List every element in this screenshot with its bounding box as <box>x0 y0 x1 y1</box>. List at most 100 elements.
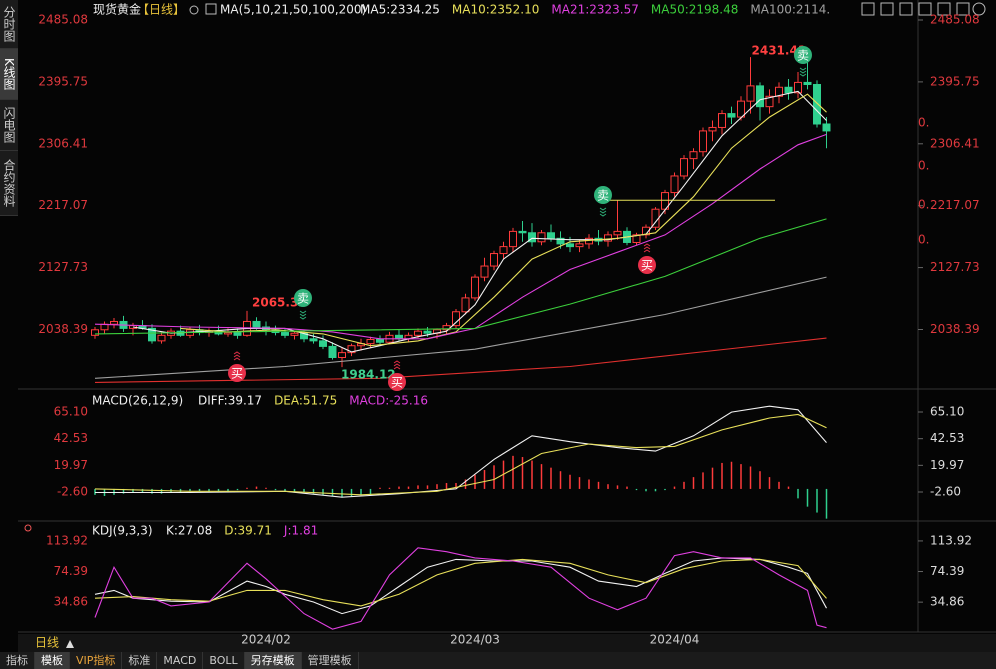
candle-body <box>547 232 555 239</box>
icon[interactable] <box>189 5 199 15</box>
icon[interactable] <box>66 640 74 648</box>
candle-body <box>803 81 812 85</box>
bottom-tab[interactable]: 另存模板 <box>244 652 302 669</box>
candle-body <box>822 123 831 132</box>
signal-label: 卖 <box>797 49 809 63</box>
signal-label: 买 <box>641 259 653 273</box>
icon[interactable] <box>956 2 970 16</box>
bottom-tab[interactable]: BOLL <box>203 652 245 669</box>
y-tick-label: -2.60 <box>57 484 88 498</box>
legend-entry: MA10:2352.10 <box>452 3 540 17</box>
signal-arrow <box>599 213 607 217</box>
legend-entry: MA100:2114. <box>750 3 830 17</box>
y-tick-label: 113.92 <box>930 533 972 547</box>
candle-body <box>746 85 755 102</box>
price-label: 2431.41 <box>752 44 807 58</box>
legend-entry: J:1.81 <box>283 524 318 538</box>
signal-arrow <box>643 249 651 253</box>
candle-body <box>490 253 498 267</box>
icon[interactable] <box>880 2 894 16</box>
line <box>94 557 827 615</box>
bottom-tab[interactable]: VIP指标 <box>70 652 123 669</box>
candle-body <box>727 113 736 118</box>
candle-body <box>423 330 432 334</box>
line <box>94 547 827 630</box>
y-tick-label: 65.10 <box>54 405 88 419</box>
x-tick-label: 2024/02 <box>241 633 291 647</box>
candle-body <box>813 83 821 125</box>
signal-arrow <box>233 351 241 355</box>
y-tick-label: 19.97 <box>930 458 964 472</box>
icon[interactable] <box>972 2 986 16</box>
bottom-tab[interactable]: MACD <box>157 652 204 669</box>
y-tick-label: 34.86 <box>930 595 964 609</box>
icon[interactable] <box>899 2 913 16</box>
macd-title: MACD(26,12,9) <box>92 394 183 408</box>
y-tick-label: 42.53 <box>930 431 964 445</box>
legend-entry: K:27.08 <box>166 524 212 538</box>
y-tick-label: 34.86 <box>54 595 88 609</box>
candle-body <box>566 243 574 248</box>
y-tick-label: 2038.39 <box>38 322 88 336</box>
kdj-title: KDJ(9,3,3) <box>92 524 153 538</box>
signal-badge <box>594 186 612 204</box>
side-label: 0. <box>918 159 929 173</box>
candle-body <box>499 246 508 255</box>
candle-body <box>689 151 698 160</box>
signal-arrow <box>799 73 807 77</box>
bottom-tab[interactable]: 指标 <box>0 652 35 669</box>
signal-badge <box>794 46 812 64</box>
signal-arrow <box>643 246 651 250</box>
candle-body <box>461 297 470 313</box>
signal-arrow <box>233 357 241 361</box>
candle-body <box>148 327 156 342</box>
instrument: 现货黄金 <box>93 2 141 17</box>
y-tick-label: 74.39 <box>930 564 964 578</box>
x-tick-label: 2024/04 <box>650 633 700 647</box>
candle-body <box>452 311 460 327</box>
candle-body <box>281 332 289 336</box>
candle-body <box>775 86 783 97</box>
candle-body <box>556 237 565 245</box>
bottom-tab[interactable]: 管理模板 <box>302 652 359 669</box>
candle-body <box>756 85 764 108</box>
icon[interactable] <box>24 524 32 532</box>
signal-badge <box>638 256 656 274</box>
signal-label: 买 <box>231 367 243 381</box>
candle-body <box>224 332 232 335</box>
icon[interactable] <box>205 3 217 15</box>
tab[interactable]: 闪电图 <box>0 100 18 151</box>
period-bar <box>18 634 996 652</box>
y-tick-label: 74.39 <box>54 564 88 578</box>
tab[interactable]: 合约资料 <box>0 151 18 216</box>
candle-body <box>309 338 318 342</box>
candle-body <box>328 345 337 358</box>
candle-body <box>575 243 584 248</box>
candle-body <box>718 113 726 128</box>
signal-arrow <box>299 310 307 314</box>
signal-label: 买 <box>391 376 403 390</box>
bottom-tab[interactable]: 模板 <box>35 652 70 669</box>
icon[interactable] <box>861 2 875 16</box>
icon[interactable] <box>918 2 932 16</box>
y-tick-label: 2306.41 <box>38 136 88 150</box>
signal-arrow <box>599 210 607 214</box>
side-label: 0. <box>918 233 929 247</box>
side-label: 0. <box>918 116 929 130</box>
candle-body <box>784 86 793 94</box>
period-label[interactable]: 日线 <box>35 636 59 650</box>
bottom-tab[interactable]: 标准 <box>122 652 158 669</box>
tab[interactable]: 分时图 <box>0 0 18 49</box>
legend-entry: MA5:2334.25 <box>360 3 440 17</box>
signal-arrow <box>393 363 401 367</box>
candle-body <box>765 95 774 108</box>
period: 【日线】 <box>137 3 185 17</box>
tab[interactable]: K线图 <box>0 49 18 100</box>
candle-body <box>613 230 622 236</box>
candle-body <box>670 175 679 194</box>
price-label: 1984.12 <box>341 368 396 382</box>
signal-arrow <box>393 366 401 370</box>
candle-body <box>708 126 717 132</box>
icon[interactable] <box>937 2 951 16</box>
candle-body <box>91 329 99 336</box>
